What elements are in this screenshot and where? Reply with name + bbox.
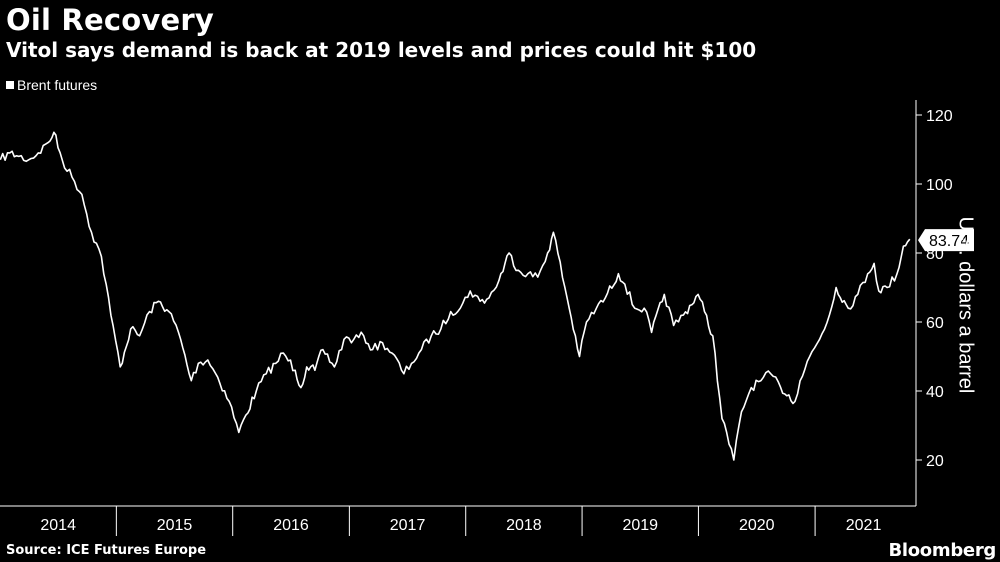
x-tick-label: 2016 [273, 517, 309, 534]
legend-label: Brent futures [17, 77, 98, 93]
last-value-label: 83.74 [929, 233, 969, 250]
legend: Brent futures [6, 77, 97, 93]
y-tick-label: 40 [926, 384, 944, 401]
legend-swatch [6, 81, 14, 89]
x-tick-label: 2015 [157, 517, 193, 534]
y-tick-label: 60 [926, 315, 944, 332]
y-tick-label: 100 [926, 177, 953, 194]
source-note: Source: ICE Futures Europe [6, 543, 207, 558]
chart-title: Oil Recovery [6, 3, 214, 37]
y-axis-title: U.S. dollars a barrel [945, 190, 985, 420]
x-tick-label: 2019 [622, 517, 658, 534]
last-value-callout [918, 229, 974, 252]
y-tick-label: 120 [926, 108, 953, 125]
x-tick-label: 2020 [739, 517, 775, 534]
chart-subtitle: Vitol says demand is back at 2019 levels… [6, 38, 757, 62]
x-tick-label: 2017 [390, 517, 426, 534]
brent-futures-line [0, 131, 911, 461]
y-tick-label: 20 [926, 453, 944, 470]
x-tick-label: 2018 [506, 517, 542, 534]
bloomberg-logo: Bloomberg [888, 540, 996, 561]
x-tick-label: 2021 [846, 517, 882, 534]
x-tick-label: 2014 [40, 517, 76, 534]
y-axis-title-text: U.S. dollars a barrel [954, 216, 977, 394]
